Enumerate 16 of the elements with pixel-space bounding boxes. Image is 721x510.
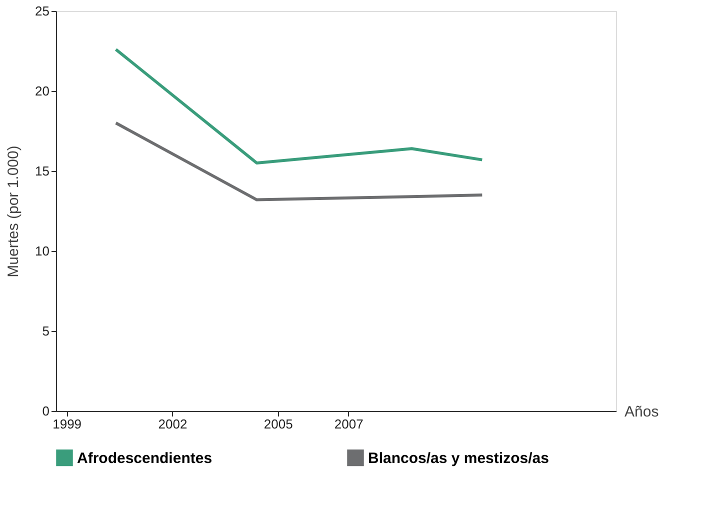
y-axis-title: Muertes (por 1.000) xyxy=(5,146,22,278)
x-axis-title: Años xyxy=(624,404,659,420)
legend-label: Afrodescendientes xyxy=(77,450,212,467)
y-tick-label: 20 xyxy=(35,84,50,98)
y-tick-label: 15 xyxy=(35,164,50,178)
legend-label: Blancos/as y mestizos/as xyxy=(368,450,549,467)
y-tick-label: 10 xyxy=(35,244,50,258)
y-tick-label: 25 xyxy=(35,4,50,18)
y-tick-label: 0 xyxy=(42,404,50,418)
x-tick-label: 1999 xyxy=(52,416,82,432)
x-tick-label: 2005 xyxy=(264,416,293,432)
y-tick-label: 5 xyxy=(42,324,50,338)
x-tick-label: 2007 xyxy=(334,416,364,432)
line-series xyxy=(114,48,484,164)
line-series xyxy=(114,122,484,202)
x-tick-label: 2002 xyxy=(158,416,188,432)
